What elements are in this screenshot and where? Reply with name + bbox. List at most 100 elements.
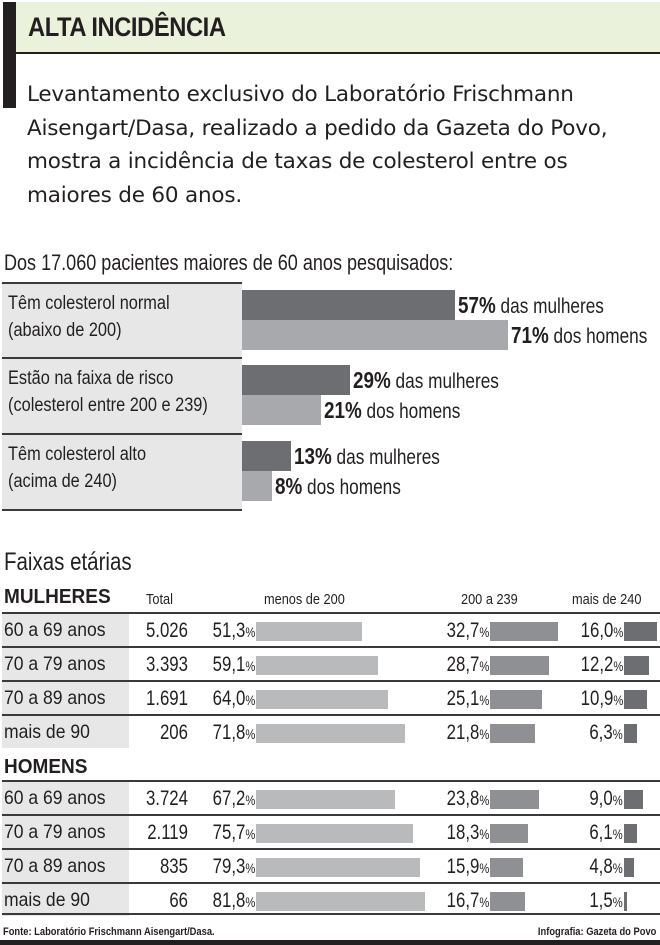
source-note: Fonte: Laboratório Frischmann Aisengart/… [3,926,215,938]
c1-pct-value: 67,2% [212,787,255,810]
men-group-title: HOMENS [4,756,88,778]
c1-pct-value: 64,0% [212,687,255,710]
c3-bar [624,656,650,675]
c1-pct-value: 79,3% [212,855,255,878]
c2-pct-value: 28,7% [446,653,489,676]
c2-pct-value: 32,7% [446,619,489,642]
c3-bar [624,622,658,641]
table-row: 70 a 89 anos 1.691 64,0% 25,1% 10,9% [2,680,660,714]
col-head-c1: menos de 200 [264,591,345,608]
c2-bar [490,824,528,843]
c3-pct-value: 12,2% [580,653,623,676]
total-value: 3.724 [145,787,188,810]
c2-pct-value: 18,3% [446,821,489,844]
men-bar-label: 21% dos homens [323,397,460,423]
c2-bar [490,858,523,877]
c2-pct-value: 21,8% [446,721,489,744]
age-range-label: 70 a 79 anos [2,648,129,680]
c3-bar [624,690,647,709]
credit-note: Infografia: Gazeta do Povo [537,926,656,938]
c3-pct-value: 16,0% [580,619,623,642]
c2-bar [490,622,558,641]
total-value: 3.393 [145,653,188,676]
table-row: 60 a 69 anos 5.026 51,3% 32,7% 16,0% [2,612,660,646]
c3-pct-value: 10,9% [580,687,623,710]
page-title: ALTA INCIDÊNCIA [28,12,226,42]
age-range-label: 70 a 89 anos [2,682,129,714]
c3-pct-value: 9,0% [589,787,623,810]
table-row: 70 a 79 anos 3.393 59,1% 28,7% 12,2% [2,646,660,680]
c3-bar [624,858,634,877]
table-bottom-rule [2,913,660,915]
age-range-label: 70 a 89 anos [2,850,129,882]
table-row: mais de 90 66 81,8% 16,7% 1,5% [2,882,660,916]
men-bar [242,395,321,425]
c2-pct-value: 16,7% [446,889,489,912]
c1-pct-value: 75,7% [212,821,255,844]
c3-pct-value: 1,5% [589,889,623,912]
age-range-label: 70 a 79 anos [2,816,129,848]
summary-title: Dos 17.060 pacientes maiores de 60 anos … [4,250,454,275]
women-group-title: MULHERES [4,586,111,608]
men-bar-label: 71% dos homens [510,322,647,348]
c1-bar [256,656,379,675]
c2-bar [490,656,550,675]
table-row: 70 a 79 anos 2.119 75,7% 18,3% 6,1% [2,814,660,848]
table-row: mais de 90 206 71,8% 21,8% 6,3% [2,714,660,748]
c3-pct-value: 6,1% [589,821,623,844]
c1-pct-value: 51,3% [212,619,255,642]
c2-pct-value: 23,8% [446,787,489,810]
total-value: 1.691 [145,687,188,710]
women-bar [242,365,351,395]
age-range-label: 60 a 69 anos [2,614,129,646]
table-row: 70 a 89 anos 835 79,3% 15,9% 4,8% [2,848,660,882]
table-row: 60 a 69 anos 3.724 67,2% 23,8% 9,0% [2,780,660,814]
c2-bar [490,724,536,743]
age-range-label: mais de 90 [2,716,129,748]
men-bar [242,471,272,501]
summary-group: Estão na faixa de risco (colesterol entre… [2,357,242,433]
summary-group-label: Estão na faixa de risco (colesterol entre… [8,368,208,416]
c2-bar [490,690,542,709]
header-banner: ALTA INCIDÊNCIA [16,2,660,54]
women-bar-label: 13% das mulheres [293,443,440,469]
c1-bar [256,824,413,843]
women-bar-label: 29% das mulheres [353,367,500,393]
women-bar-label: 57% das mulheres [458,292,605,318]
summary-group-label: Têm colesterol normal (abaixo de 200) [8,293,170,341]
c3-pct-value: 6,3% [589,721,623,744]
c1-pct-value: 59,1% [212,653,255,676]
summary-group: Têm colesterol normal (abaixo de 200) [2,282,242,358]
c1-pct-value: 71,8% [212,721,255,744]
c1-pct-value: 81,8% [212,889,255,912]
total-value: 2.119 [147,821,188,844]
c3-pct-value: 4,8% [589,855,623,878]
col-head-c3: mais de 240 [572,591,642,608]
c2-bar [490,892,525,911]
c3-bar [624,892,628,911]
total-value: 206 [159,721,188,744]
total-value: 835 [159,855,188,878]
c2-bar [490,790,540,809]
col-head-total: Total [146,591,173,608]
col-head-c2: 200 a 239 [461,591,518,608]
summary-label-panel [2,282,242,511]
men-bar-label: 8% dos homens [274,473,401,499]
table-title: Faixas etárias [4,548,132,576]
summary-divider [2,509,242,511]
age-range-label: mais de 90 [2,884,129,916]
summary-group-label: Têm colesterol alto (acima de 240) [8,444,147,492]
c2-pct-value: 15,9% [446,855,489,878]
c1-bar [256,858,421,877]
age-range-label: 60 a 69 anos [2,782,129,814]
women-bar [242,290,456,320]
accent-side-bar [3,2,16,108]
c2-pct-value: 25,1% [446,687,489,710]
women-bar [242,441,291,471]
footer-bar [0,940,660,945]
c3-bar [624,824,637,843]
men-bar [242,320,508,350]
summary-group: Têm colesterol alto (acima de 240) [2,433,242,509]
c1-bar [256,892,426,911]
c1-bar [256,724,405,743]
